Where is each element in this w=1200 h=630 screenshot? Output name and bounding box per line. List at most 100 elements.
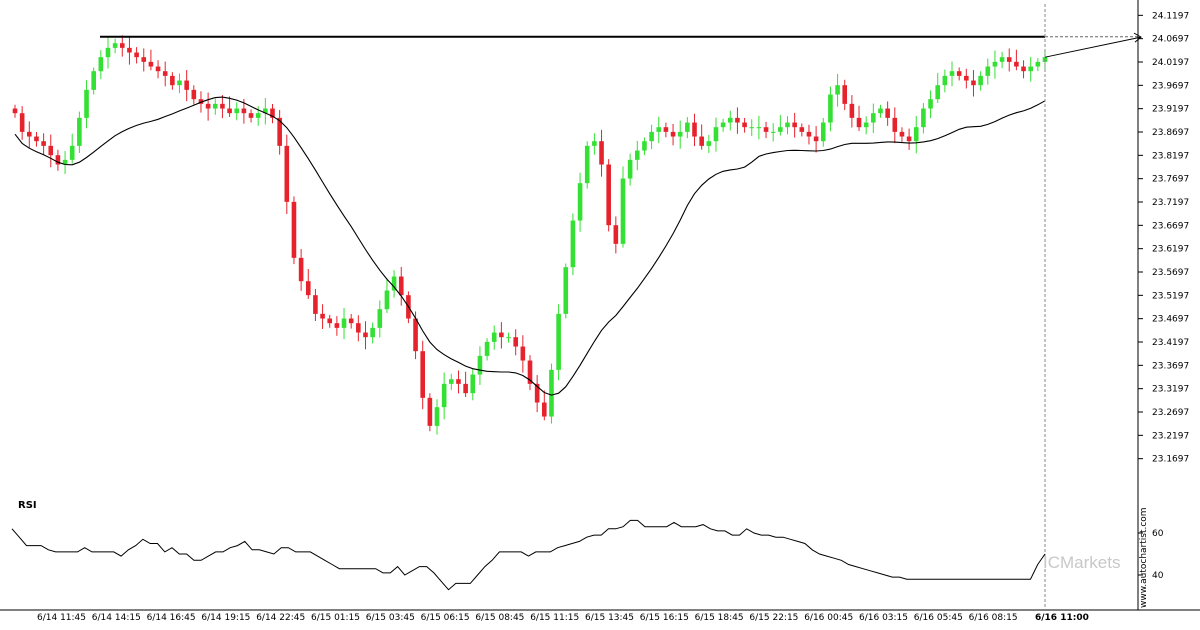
- time-tick-label: 6/15 13:45: [585, 613, 634, 623]
- time-tick-label: 6/15 01:15: [311, 613, 360, 623]
- candle-body: [642, 141, 647, 151]
- time-tick-label: 6/14 16:45: [147, 613, 196, 623]
- candle-body: [999, 57, 1005, 62]
- candle-body: [398, 276, 404, 296]
- time-tick-label: 6/15 18:45: [695, 613, 744, 623]
- candle-body: [370, 327, 375, 338]
- price-tick-label: 23.7197: [1152, 198, 1189, 208]
- candle-body: [899, 131, 905, 137]
- price-tick-label: 23.9697: [1152, 81, 1189, 91]
- candle-body: [441, 383, 447, 408]
- candle-body: [41, 141, 46, 146]
- candle-body: [227, 108, 232, 114]
- candle-body: [334, 323, 340, 328]
- candle-body: [871, 113, 876, 123]
- candle-body: [534, 383, 540, 403]
- candle-body: [212, 103, 218, 109]
- candle-body: [27, 131, 32, 137]
- candle-body: [863, 122, 869, 128]
- candle-body: [928, 99, 933, 109]
- forecast-arrow-line: [1044, 36, 1142, 58]
- candle-body: [542, 402, 547, 417]
- candle-body: [599, 141, 604, 165]
- candle-body: [91, 71, 96, 90]
- candle-body: [820, 122, 826, 142]
- candle-body: [48, 145, 54, 156]
- candle-body: [84, 89, 89, 118]
- candle-body: [77, 117, 82, 146]
- candle-body: [98, 57, 104, 72]
- candle-body: [735, 117, 740, 123]
- candle-body: [19, 113, 25, 132]
- candle-body: [921, 108, 926, 128]
- candle-body: [434, 407, 440, 426]
- candle-body: [205, 103, 211, 109]
- candle-body: [413, 318, 418, 352]
- moving-average-line: [14, 96, 1046, 396]
- time-tick-label: 6/16 05:45: [914, 613, 963, 623]
- candle-body: [270, 108, 275, 118]
- candle-body: [356, 323, 361, 333]
- price-tick-label: 24.0197: [1152, 58, 1189, 68]
- candle-body: [1035, 61, 1041, 67]
- candle-body: [284, 145, 290, 202]
- candle-body: [978, 75, 983, 86]
- candle-body: [198, 99, 204, 104]
- price-tick-label: 24.0697: [1152, 35, 1189, 45]
- candle-body: [699, 136, 704, 146]
- price-tick-label: 23.2197: [1152, 431, 1189, 441]
- candle-body: [649, 131, 654, 142]
- candle-body: [799, 127, 805, 132]
- time-tick-label: 6/15 06:15: [421, 613, 470, 623]
- candle-body: [348, 318, 354, 324]
- candle-body: [584, 145, 590, 184]
- candle-body: [806, 131, 812, 137]
- price-tick-label: 23.5697: [1152, 268, 1189, 278]
- candle-body: [792, 122, 797, 128]
- candle-body: [341, 318, 347, 328]
- candle-body: [634, 150, 640, 160]
- time-tick-label: 6/14 19:15: [201, 613, 250, 623]
- candle-body: [477, 355, 483, 375]
- candle-body: [713, 127, 719, 142]
- time-tick-label: 6/15 08:45: [475, 613, 524, 623]
- candle-body: [220, 103, 225, 109]
- candle-body: [856, 117, 862, 128]
- price-tick-label: 23.7697: [1152, 175, 1189, 185]
- candle-body: [427, 397, 433, 426]
- candle-body: [670, 131, 676, 137]
- candle-body: [55, 155, 61, 165]
- candle-body: [756, 127, 762, 129]
- candle-body: [971, 80, 976, 86]
- candle-body: [449, 379, 454, 384]
- time-tick-label: 6/15 16:15: [640, 613, 689, 623]
- candle-body: [305, 281, 311, 296]
- rsi-line: [11, 519, 1046, 591]
- candle-body: [255, 113, 261, 118]
- price-tick-label: 23.8197: [1152, 151, 1189, 161]
- time-tick-label: 6/16 08:15: [969, 613, 1018, 623]
- candle-body: [62, 159, 68, 165]
- candle-body: [291, 201, 297, 258]
- candle-body: [685, 122, 690, 132]
- candle-body: [677, 131, 683, 137]
- candle-body: [549, 369, 554, 417]
- price-tick-label: 23.4697: [1152, 315, 1189, 325]
- price-tick-label: 23.9197: [1152, 105, 1189, 115]
- candlestick-plot: [12, 4, 1142, 608]
- candle-body: [506, 337, 511, 339]
- candle-body: [956, 71, 962, 76]
- site-watermark: www.autochartist.com: [1139, 507, 1149, 608]
- price-tick-label: 23.2697: [1152, 408, 1189, 418]
- forecast-arrow-head: [1133, 32, 1142, 43]
- candle-body: [813, 136, 819, 142]
- candle-body: [849, 103, 855, 118]
- candle-body: [377, 309, 383, 328]
- candle-body: [105, 47, 111, 58]
- candle-body: [298, 257, 304, 282]
- time-tick-label: 6/16 00:45: [804, 613, 853, 623]
- candle-body: [1028, 66, 1033, 72]
- candle-body: [363, 332, 368, 338]
